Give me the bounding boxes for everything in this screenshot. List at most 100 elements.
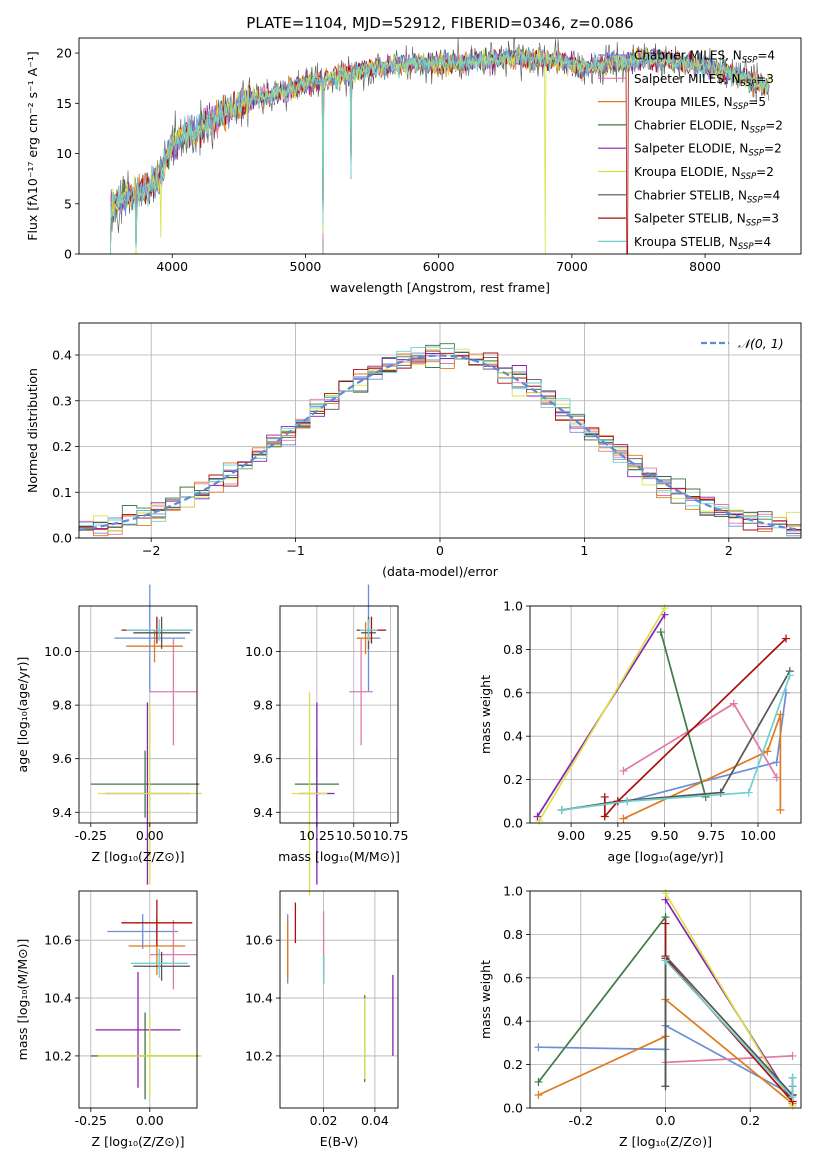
x-tick-label: 9.00 xyxy=(557,828,585,843)
x-axis-label: E(B-V) xyxy=(320,1134,359,1149)
x-tick-label: 4000 xyxy=(156,259,188,274)
x-tick-label: 9.75 xyxy=(697,828,725,843)
y-tick-label: 10.0 xyxy=(245,644,273,659)
y-axis-label: age [log₁₀(age/yr)] xyxy=(15,657,30,773)
x-tick-label: 7000 xyxy=(556,259,588,274)
legend-label: Kroupa MILES, NSSP=5 xyxy=(634,95,766,112)
mass_vs_ebv-plot xyxy=(287,902,394,1082)
legend-label: Kroupa STELIB, NSSP=4 xyxy=(634,235,771,252)
y-tick-label: 0.0 xyxy=(503,816,523,831)
x-tick-label: −1 xyxy=(286,543,304,558)
weight-marker-salp_stelib xyxy=(613,797,622,806)
axes-frame xyxy=(78,605,198,824)
spectrum-plot xyxy=(109,38,770,254)
axes-frame xyxy=(279,605,399,824)
y-tick-label: 0.6 xyxy=(503,685,523,700)
weight-line-salp_miles xyxy=(665,1055,793,1064)
weight-line-salp_miles xyxy=(622,702,778,778)
weight-marker-krou_miles xyxy=(619,814,628,823)
y-tick-label: 0.6 xyxy=(503,970,523,985)
weight-marker-salp_stelib xyxy=(782,634,791,643)
y-axis-label: Flux [fλ10⁻¹⁷ erg cm⁻² s⁻¹ A⁻¹] xyxy=(25,51,40,240)
y-axis-label: mass weight xyxy=(478,960,493,1039)
weight-marker-krou_miles xyxy=(776,805,785,814)
weight-marker-krou_miles xyxy=(534,1090,543,1099)
y-tick-label: 5 xyxy=(64,196,72,211)
x-tick-label: 10.50 xyxy=(336,828,372,843)
weight-marker-krou_elodie xyxy=(535,816,544,825)
x-tick-label: 10.75 xyxy=(373,828,409,843)
weight-marker-krou_stelib xyxy=(623,797,632,806)
legend-label: Salpeter MILES, NSSP=3 xyxy=(634,72,774,89)
weight-line-krou_stelib xyxy=(561,675,791,811)
weight-marker-salp_miles xyxy=(788,1051,797,1060)
y-tick-label: 0 xyxy=(64,247,72,262)
y-axis-label: mass weight xyxy=(478,675,493,754)
x-tick-label: 9.50 xyxy=(651,828,679,843)
weight-marker-salp_stelib xyxy=(661,919,670,928)
weight_vs_age-plot xyxy=(533,604,794,825)
legend-label: Salpeter ELODIE, NSSP=2 xyxy=(634,142,782,159)
weight-marker-salp_miles xyxy=(619,766,628,775)
y-axis-label: Normed distribution xyxy=(25,368,40,493)
weight-line-krou_elodie xyxy=(664,892,794,1107)
mass_vs_ebv-axes xyxy=(280,891,398,1108)
residuals-legend: 𝒩(0, 1) xyxy=(701,336,784,351)
y-tick-label: 9.4 xyxy=(52,805,72,820)
weight-marker-salp_miles xyxy=(729,699,738,708)
weight-line-chab_stelib xyxy=(664,953,794,1098)
y-tick-label: 10.6 xyxy=(44,933,72,948)
x-tick-label: 0.02 xyxy=(310,1113,338,1128)
legend-label: Kroupa ELODIE, NSSP=2 xyxy=(634,165,774,182)
weight-marker-krou_stelib xyxy=(661,956,670,965)
y-tick-label: 0.2 xyxy=(52,439,72,454)
weight-marker-chab_stelib xyxy=(661,1082,670,1091)
x-tick-label: 9.25 xyxy=(604,828,632,843)
weight-line-salp_stelib xyxy=(603,637,787,819)
x-axis-label: (data-model)/error xyxy=(382,564,499,579)
y-tick-label: 10.6 xyxy=(245,933,273,948)
age_vs_mass-plot xyxy=(291,584,387,896)
legend-label: Salpeter STELIB, NSSP=3 xyxy=(634,212,779,229)
mass_vs_Z-plot xyxy=(90,899,202,1100)
spectrum-title: PLATE=1104, MJD=52912, FIBERID=0346, z=0… xyxy=(246,14,633,32)
spectrum-line-krou_stelib xyxy=(109,46,770,254)
y-tick-label: 1.0 xyxy=(503,599,523,614)
y-tick-label: 9.4 xyxy=(253,805,273,820)
y-tick-label: 10.4 xyxy=(44,991,72,1006)
weight-line-krou_stelib xyxy=(664,959,794,1100)
y-tick-label: 0.1 xyxy=(52,485,72,500)
x-tick-label: −2 xyxy=(142,543,160,558)
spectrum-legend: Chabrier MILES, NSSP=4 Salpeter MILES, NS… xyxy=(598,49,783,252)
x-tick-label: 0.00 xyxy=(136,1113,164,1128)
legend-label: Chabrier MILES, NSSP=4 xyxy=(634,49,775,66)
axes-frame xyxy=(78,322,802,539)
y-tick-label: 9.8 xyxy=(52,698,72,713)
x-tick-label: -0.2 xyxy=(569,1113,593,1128)
y-tick-label: 0.2 xyxy=(503,772,523,787)
y-tick-label: 0.4 xyxy=(503,1014,523,1029)
x-tick-label: 6000 xyxy=(423,259,455,274)
normal-curve xyxy=(79,354,799,532)
x-tick-label: 0.0 xyxy=(656,1113,676,1128)
histogram-salp_stelib xyxy=(79,350,801,531)
y-tick-label: 0.4 xyxy=(503,729,523,744)
x-axis-label: wavelength [Angstrom, rest frame] xyxy=(330,280,550,295)
axes-frame xyxy=(529,605,802,824)
weight-marker-salp_stelib xyxy=(600,812,609,821)
y-tick-label: 0.0 xyxy=(52,531,72,546)
weight-marker-krou_miles xyxy=(776,710,785,719)
weight-marker-salp_stelib xyxy=(600,792,609,801)
y-tick-label: 0.2 xyxy=(503,1057,523,1072)
y-tick-label: 10.2 xyxy=(245,1048,273,1063)
weight-line-chab_elodie xyxy=(537,914,667,1087)
x-tick-label: 0 xyxy=(436,543,444,558)
weight-marker-chab_elodie xyxy=(534,1077,543,1086)
x-tick-label: 10.00 xyxy=(740,828,776,843)
y-tick-label: 0.8 xyxy=(503,642,523,657)
weight-marker-krou_stelib xyxy=(785,671,794,680)
y-tick-label: 10.2 xyxy=(44,1048,72,1063)
weight-marker-krou_elodie xyxy=(660,604,669,613)
weight-marker-salp_elodie xyxy=(533,812,542,821)
